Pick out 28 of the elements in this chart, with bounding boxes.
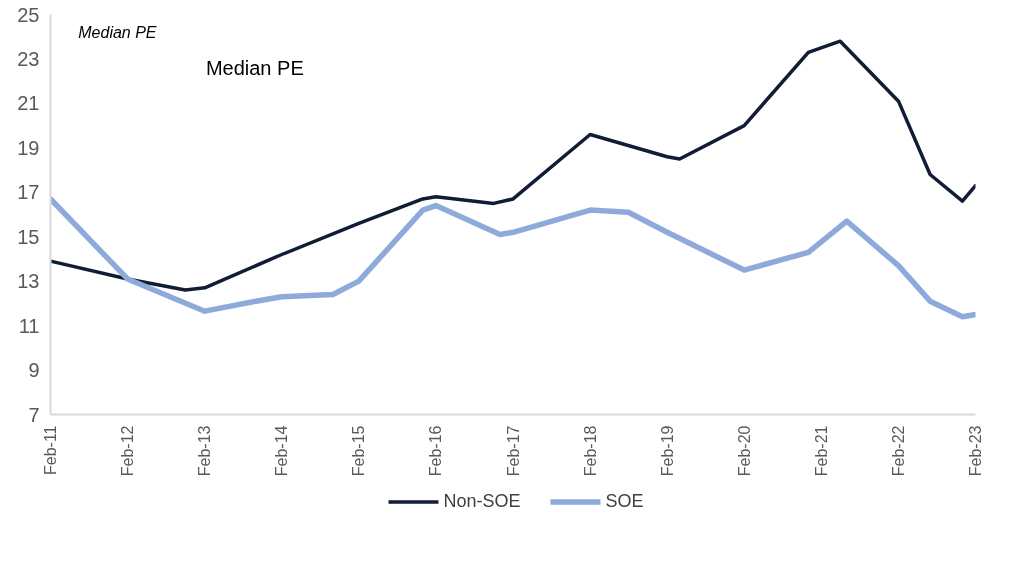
x-tick-label: Feb-16: [427, 425, 445, 477]
x-tick-label: Feb-13: [196, 425, 214, 477]
x-tick-label: Feb-19: [658, 425, 676, 477]
y-tick-label: 11: [18, 314, 40, 337]
x-tick-label: Feb-11: [42, 425, 59, 476]
y-tick-label: 19: [17, 136, 40, 159]
y-tick-label: 13: [17, 270, 40, 293]
x-tick-label: Feb-23: [967, 425, 984, 477]
y-tick-label: 9: [28, 359, 40, 382]
annotation: Median PE: [78, 23, 157, 41]
text: Median PE: [205, 56, 304, 79]
y-tick-label: 23: [17, 47, 40, 70]
x-tick-label: Feb-20: [735, 425, 753, 477]
y-tick-label: 25: [17, 3, 40, 26]
x-tick-label: Feb-22: [889, 425, 907, 477]
legend-label: SOE: [605, 490, 644, 512]
y-tick-label: 7: [28, 403, 40, 426]
x-tick-label: Feb-15: [350, 425, 368, 477]
line-series: [50, 39, 976, 292]
x-tick-label: Feb-14: [273, 425, 291, 477]
x-tick-label: Feb-18: [581, 425, 599, 477]
y-tick-label: 21: [17, 92, 40, 115]
x-tick-label: Feb-21: [812, 425, 830, 477]
x-tick-label: Feb-17: [504, 425, 522, 477]
legend-label: Non-SOE: [443, 490, 521, 512]
y-tick-label: 17: [17, 181, 40, 204]
x-tick-label: Feb-12: [119, 425, 137, 477]
y-tick-label: 15: [17, 225, 40, 248]
